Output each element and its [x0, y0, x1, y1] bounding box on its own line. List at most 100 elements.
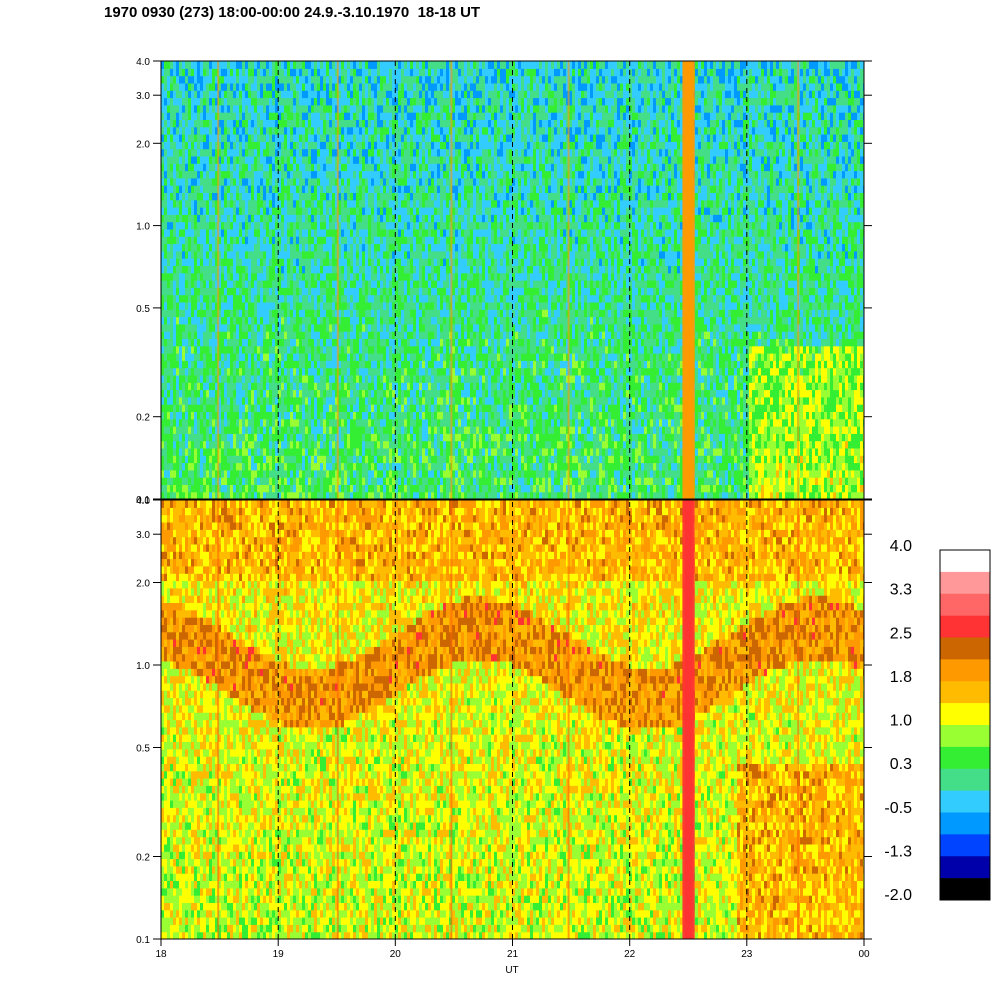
spectrogram-cell	[329, 374, 333, 383]
spectrogram-cell	[392, 272, 396, 281]
spectrogram-cell	[332, 243, 336, 252]
spectrogram-cell	[227, 170, 231, 179]
spectrogram-cell	[188, 258, 192, 266]
spectrogram-cell	[287, 484, 291, 493]
spectrogram-cell	[335, 258, 339, 266]
spectrogram-cell	[368, 455, 372, 464]
spectrogram-cell	[314, 309, 318, 318]
spectrogram-cell	[233, 484, 237, 493]
spectrogram-cell	[200, 426, 204, 434]
spectrogram-cell	[266, 97, 270, 106]
spectrogram-cell	[164, 75, 168, 84]
spectrogram-cell	[167, 294, 171, 303]
spectrogram-cell	[191, 170, 195, 179]
spectrogram-cell	[212, 280, 216, 288]
spectrogram-cell	[221, 75, 225, 84]
spectrogram-cell	[365, 214, 369, 223]
spectrogram-cell	[389, 440, 393, 449]
spectrogram-cell	[284, 338, 288, 347]
spectrogram-cell	[185, 316, 189, 325]
spectrogram-cell	[410, 491, 414, 499]
spectrogram-cell	[407, 250, 411, 259]
spectrogram-cell	[347, 309, 351, 318]
spectrogram-cell	[305, 163, 309, 172]
spectrogram-cell	[371, 411, 375, 420]
spectrogram-cell	[275, 126, 279, 135]
spectrogram-cell	[365, 382, 369, 391]
spectrogram-cell	[287, 112, 291, 120]
spectrogram-cell	[212, 294, 216, 303]
spectrogram-cell	[305, 250, 309, 259]
spectrogram-cell	[359, 170, 363, 179]
spectrogram-cell	[200, 141, 204, 150]
spectrogram-cell	[257, 294, 261, 303]
spectrogram-cell	[176, 433, 180, 442]
spectrogram-cell	[353, 265, 357, 274]
spectrogram-cell	[317, 345, 321, 354]
spectrogram-cell	[227, 250, 231, 259]
spectrogram-cell	[191, 82, 195, 91]
spectrogram-cell	[365, 155, 369, 164]
spectrogram-cell	[260, 367, 264, 376]
spectrogram-cell	[281, 221, 285, 230]
spectrogram-cell	[368, 331, 372, 339]
spectrogram-cell	[194, 338, 198, 347]
spectrogram-cell	[266, 287, 270, 296]
spectrogram-cell	[179, 404, 183, 412]
spectrogram-cell	[161, 97, 165, 106]
spectrogram-cell	[290, 455, 294, 464]
spectrogram-cell	[368, 367, 372, 376]
spectrogram-cell	[392, 214, 396, 223]
spectrogram-cell	[260, 207, 264, 215]
spectrogram-cell	[269, 309, 273, 318]
spectrogram-cell	[206, 75, 210, 84]
spectrogram-cell	[245, 141, 249, 150]
spectrogram-cell	[371, 374, 375, 383]
spectrogram-cell	[323, 389, 327, 398]
spectrogram-cell	[335, 61, 339, 69]
spectrogram-cell	[374, 280, 378, 288]
spectrogram-cell	[242, 272, 246, 281]
spectrogram-cell	[380, 163, 384, 172]
spectrogram-cell	[245, 360, 249, 369]
spectrogram-cell	[236, 477, 240, 485]
spectrogram-cell	[362, 404, 366, 412]
spectrogram-cell	[239, 389, 243, 398]
spectrogram-cell	[194, 192, 198, 201]
spectrogram-cell	[356, 207, 360, 215]
spectrogram-cell	[182, 148, 186, 157]
spectrogram-cell	[335, 82, 339, 91]
spectrogram-cell	[215, 126, 219, 135]
spectrogram-cell	[263, 309, 267, 318]
spectrogram-cell	[383, 455, 387, 464]
spectrogram-cell	[341, 177, 345, 186]
spectrogram-cell	[374, 484, 378, 493]
spectrogram-cell	[395, 90, 399, 99]
spectrogram-cell	[305, 61, 309, 69]
spectrogram-cell	[233, 243, 237, 252]
spectrogram-cell	[371, 163, 375, 172]
spectrogram-cell	[161, 477, 165, 485]
spectrogram-cell	[206, 331, 210, 339]
spectrogram-cell	[398, 97, 402, 106]
spectrogram-cell	[299, 396, 303, 405]
spectrogram-cell	[320, 484, 324, 493]
spectrogram-cell	[221, 61, 225, 69]
spectrogram-cell	[383, 301, 387, 310]
spectrogram-cell	[239, 243, 243, 252]
spectrogram-cell	[221, 469, 225, 478]
spectrogram-cell	[218, 491, 222, 499]
spectrogram-cell	[392, 353, 396, 361]
spectrogram-cell	[272, 382, 276, 391]
spectrogram-cell	[401, 221, 405, 230]
spectrogram-cell	[278, 462, 282, 471]
spectrogram-cell	[191, 338, 195, 347]
spectrogram-cell	[290, 272, 294, 281]
spectrogram-cell	[239, 134, 243, 142]
spectrogram-cell	[278, 214, 282, 223]
spectrogram-cell	[248, 331, 252, 339]
spectrogram-cell	[359, 155, 363, 164]
spectrogram-cell	[380, 126, 384, 135]
spectrogram-cell	[359, 126, 363, 135]
spectrogram-cell	[374, 192, 378, 201]
